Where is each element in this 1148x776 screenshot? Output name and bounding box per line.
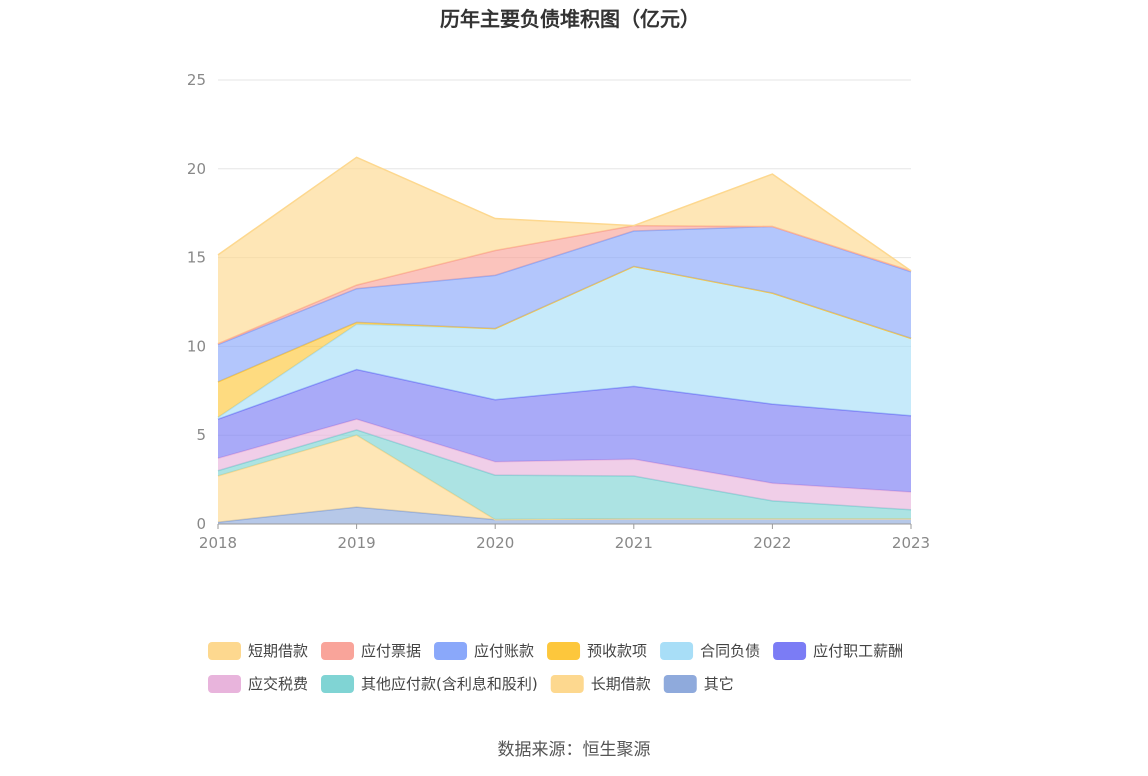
y-tick-label: 10	[187, 337, 206, 355]
legend-swatch	[550, 675, 584, 693]
x-tick-label: 2023	[892, 534, 930, 552]
x-tick-label: 2018	[199, 534, 237, 552]
area-series-0	[218, 507, 911, 524]
legend-swatch	[773, 642, 807, 660]
y-tick-label: 15	[187, 249, 206, 267]
area-series-7	[218, 226, 911, 382]
legend-label: 其他应付款(含利息和股利)	[361, 675, 538, 693]
legend-item[interactable]: 短期借款	[208, 642, 308, 660]
legend-label: 应付票据	[361, 642, 421, 660]
legend-label: 应付职工薪酬	[813, 642, 903, 660]
x-tick-label: 2019	[338, 534, 376, 552]
legend-swatch	[321, 642, 355, 660]
y-axis: 0 5 10 15 20 25	[187, 71, 206, 533]
stacked-areas	[217, 156, 912, 524]
legend-label: 其它	[704, 675, 734, 693]
legend-swatch	[547, 642, 581, 660]
legend-label: 长期借款	[591, 675, 651, 693]
x-tick-label: 2020	[476, 534, 514, 552]
legend-label: 应付账款	[474, 642, 534, 660]
legend-item[interactable]: 预收款项	[547, 642, 647, 660]
area-series-9	[218, 157, 911, 344]
legend-item[interactable]: 应付账款	[434, 642, 534, 660]
y-tick-label: 0	[196, 515, 206, 533]
legend-swatch	[321, 675, 355, 693]
legend-swatch	[434, 642, 468, 660]
series-line-9	[217, 156, 912, 272]
legend-item[interactable]: 应付票据	[321, 642, 421, 660]
y-tick-label: 25	[187, 71, 206, 89]
legend-item[interactable]: 应交税费	[208, 675, 308, 693]
x-tick-label: 2022	[753, 534, 791, 552]
y-tick-label: 5	[196, 426, 206, 444]
legend-swatch	[660, 642, 694, 660]
legend-swatch	[208, 642, 241, 660]
source-text: 数据来源：恒生聚源	[498, 740, 651, 760]
legend-item[interactable]: 其他应付款(含利息和股利)	[321, 675, 538, 693]
legend-swatch	[208, 675, 241, 693]
legend-label: 短期借款	[248, 642, 308, 660]
legend-label: 合同负债	[700, 642, 760, 660]
x-tick-label: 2021	[615, 534, 653, 552]
chart-title: 历年主要负债堆积图（亿元）	[440, 7, 700, 31]
area-series-5	[218, 266, 911, 420]
area-series-3	[218, 419, 911, 510]
legend-item[interactable]: 其它	[663, 675, 734, 693]
area-series-2	[218, 429, 911, 520]
legend-label: 应交税费	[248, 675, 308, 693]
legend-item[interactable]: 长期借款	[550, 675, 651, 693]
legend-item[interactable]: 合同负债	[660, 642, 760, 660]
y-tick-label: 20	[187, 160, 206, 178]
legend-item[interactable]: 应付职工薪酬	[773, 642, 903, 660]
legend-label: 预收款项	[587, 642, 647, 660]
x-axis: 2018 2019 2020 2021 2022 2023	[199, 523, 930, 552]
legend-swatch	[663, 675, 697, 693]
